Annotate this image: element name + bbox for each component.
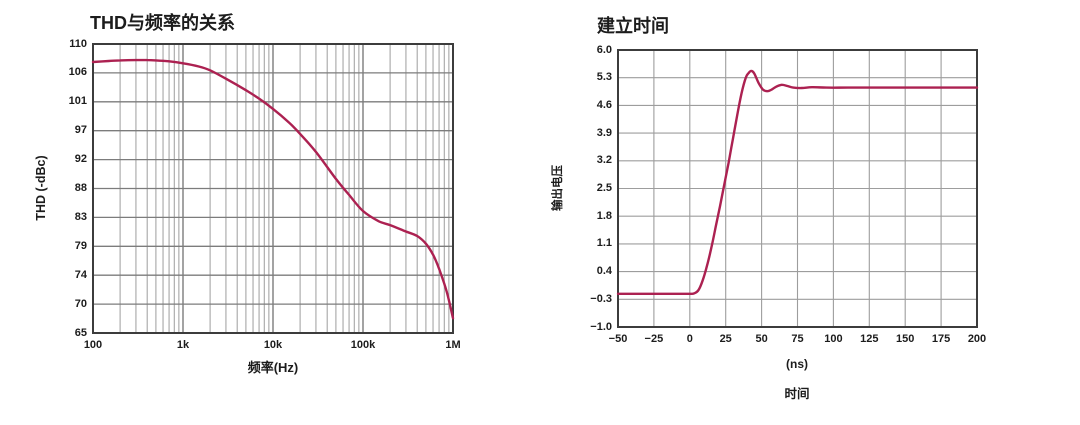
x-tick-label: 1k (176, 339, 190, 351)
y-tick-label: 3.2 (596, 154, 612, 167)
y-tick-label: 4.6 (596, 98, 612, 111)
y-tick-label: 106 (68, 66, 87, 79)
y-tick-label: 2.5 (596, 182, 612, 194)
y-tick-label: 74 (74, 268, 87, 281)
y-tick-label: 65 (74, 326, 87, 339)
x-tick-label: 1M (445, 339, 461, 351)
x-tick-label: 50 (755, 333, 768, 345)
y-tick-label: 101 (68, 95, 87, 108)
y-tick-label: 79 (74, 239, 87, 252)
y-tick-label: 97 (74, 124, 87, 137)
x-tick-label: 100k (350, 339, 376, 351)
chart-title: THD与频率的关系 (90, 13, 235, 33)
y-axis-label: 输出电压 (552, 165, 564, 211)
y-tick-label: 3.9 (596, 126, 612, 139)
x-tick-label: −25 (644, 333, 664, 345)
x-tick-label: 25 (719, 333, 732, 345)
x-axis-label: 时间 (784, 387, 810, 401)
y-tick-label: 88 (74, 182, 87, 194)
x-tick-label: 100 (824, 333, 843, 345)
x-tick-label: 125 (860, 333, 879, 345)
y-tick-label: 0.4 (596, 265, 612, 278)
y-tick-label: 5.3 (596, 71, 612, 84)
y-tick-label: 1.8 (596, 209, 612, 222)
y-tick-label: 6.0 (596, 43, 612, 56)
y-tick-label: 92 (74, 153, 87, 166)
y-tick-label: −1.0 (590, 320, 612, 333)
data-curve (616, 69, 979, 296)
chart-title: 建立时间 (597, 16, 669, 36)
y-tick-label: 1.1 (596, 237, 612, 250)
x-axis-label: 频率(Hz) (247, 360, 299, 375)
plot-area (91, 43, 455, 334)
x-axis-unit-label: (ns) (786, 357, 808, 371)
plot-area (616, 49, 979, 328)
x-tick-label: 0 (686, 333, 693, 345)
y-tick-label: 110 (69, 37, 87, 50)
x-tick-label: −50 (608, 333, 628, 345)
y-tick-label: 70 (74, 297, 87, 310)
x-tick-label: 150 (896, 333, 915, 345)
x-tick-label: 175 (931, 333, 951, 345)
x-tick-label: 10k (263, 339, 283, 351)
x-tick-label: 200 (967, 333, 987, 345)
data-curve (91, 58, 455, 320)
x-tick-label: 75 (791, 333, 804, 345)
y-tick-label: −0.3 (590, 292, 612, 305)
x-tick-label: 100 (83, 339, 103, 351)
y-tick-label: 83 (74, 210, 87, 223)
